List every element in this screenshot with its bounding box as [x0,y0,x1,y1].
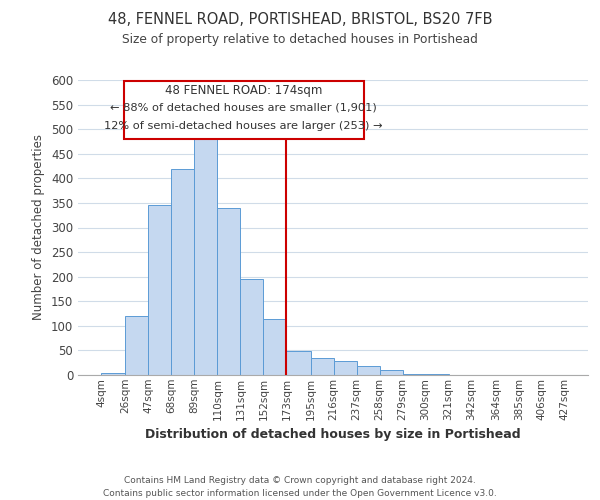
Bar [311,358,334,375]
Bar [425,374,449,375]
Text: 48, FENNEL ROAD, PORTISHEAD, BRISTOL, BS20 7FB: 48, FENNEL ROAD, PORTISHEAD, BRISTOL, BS… [108,12,492,28]
Y-axis label: Number of detached properties: Number of detached properties [32,134,46,320]
Bar [356,366,380,375]
Bar [172,170,194,375]
Bar [286,352,311,375]
Bar [101,372,125,375]
Bar [403,374,425,375]
Bar [334,361,356,375]
FancyBboxPatch shape [124,82,364,139]
Bar [194,134,217,375]
Text: ← 88% of detached houses are smaller (1,901): ← 88% of detached houses are smaller (1,… [110,102,377,112]
Bar [380,370,403,375]
Bar [241,279,263,375]
Bar [217,208,241,375]
Text: 48 FENNEL ROAD: 174sqm: 48 FENNEL ROAD: 174sqm [165,84,322,98]
Text: Contains HM Land Registry data © Crown copyright and database right 2024.: Contains HM Land Registry data © Crown c… [124,476,476,485]
X-axis label: Distribution of detached houses by size in Portishead: Distribution of detached houses by size … [145,428,521,441]
Bar [148,206,172,375]
Text: Size of property relative to detached houses in Portishead: Size of property relative to detached ho… [122,32,478,46]
Text: Contains public sector information licensed under the Open Government Licence v3: Contains public sector information licen… [103,489,497,498]
Text: 12% of semi-detached houses are larger (253) →: 12% of semi-detached houses are larger (… [104,122,383,132]
Bar [125,316,148,375]
Bar [263,320,286,375]
